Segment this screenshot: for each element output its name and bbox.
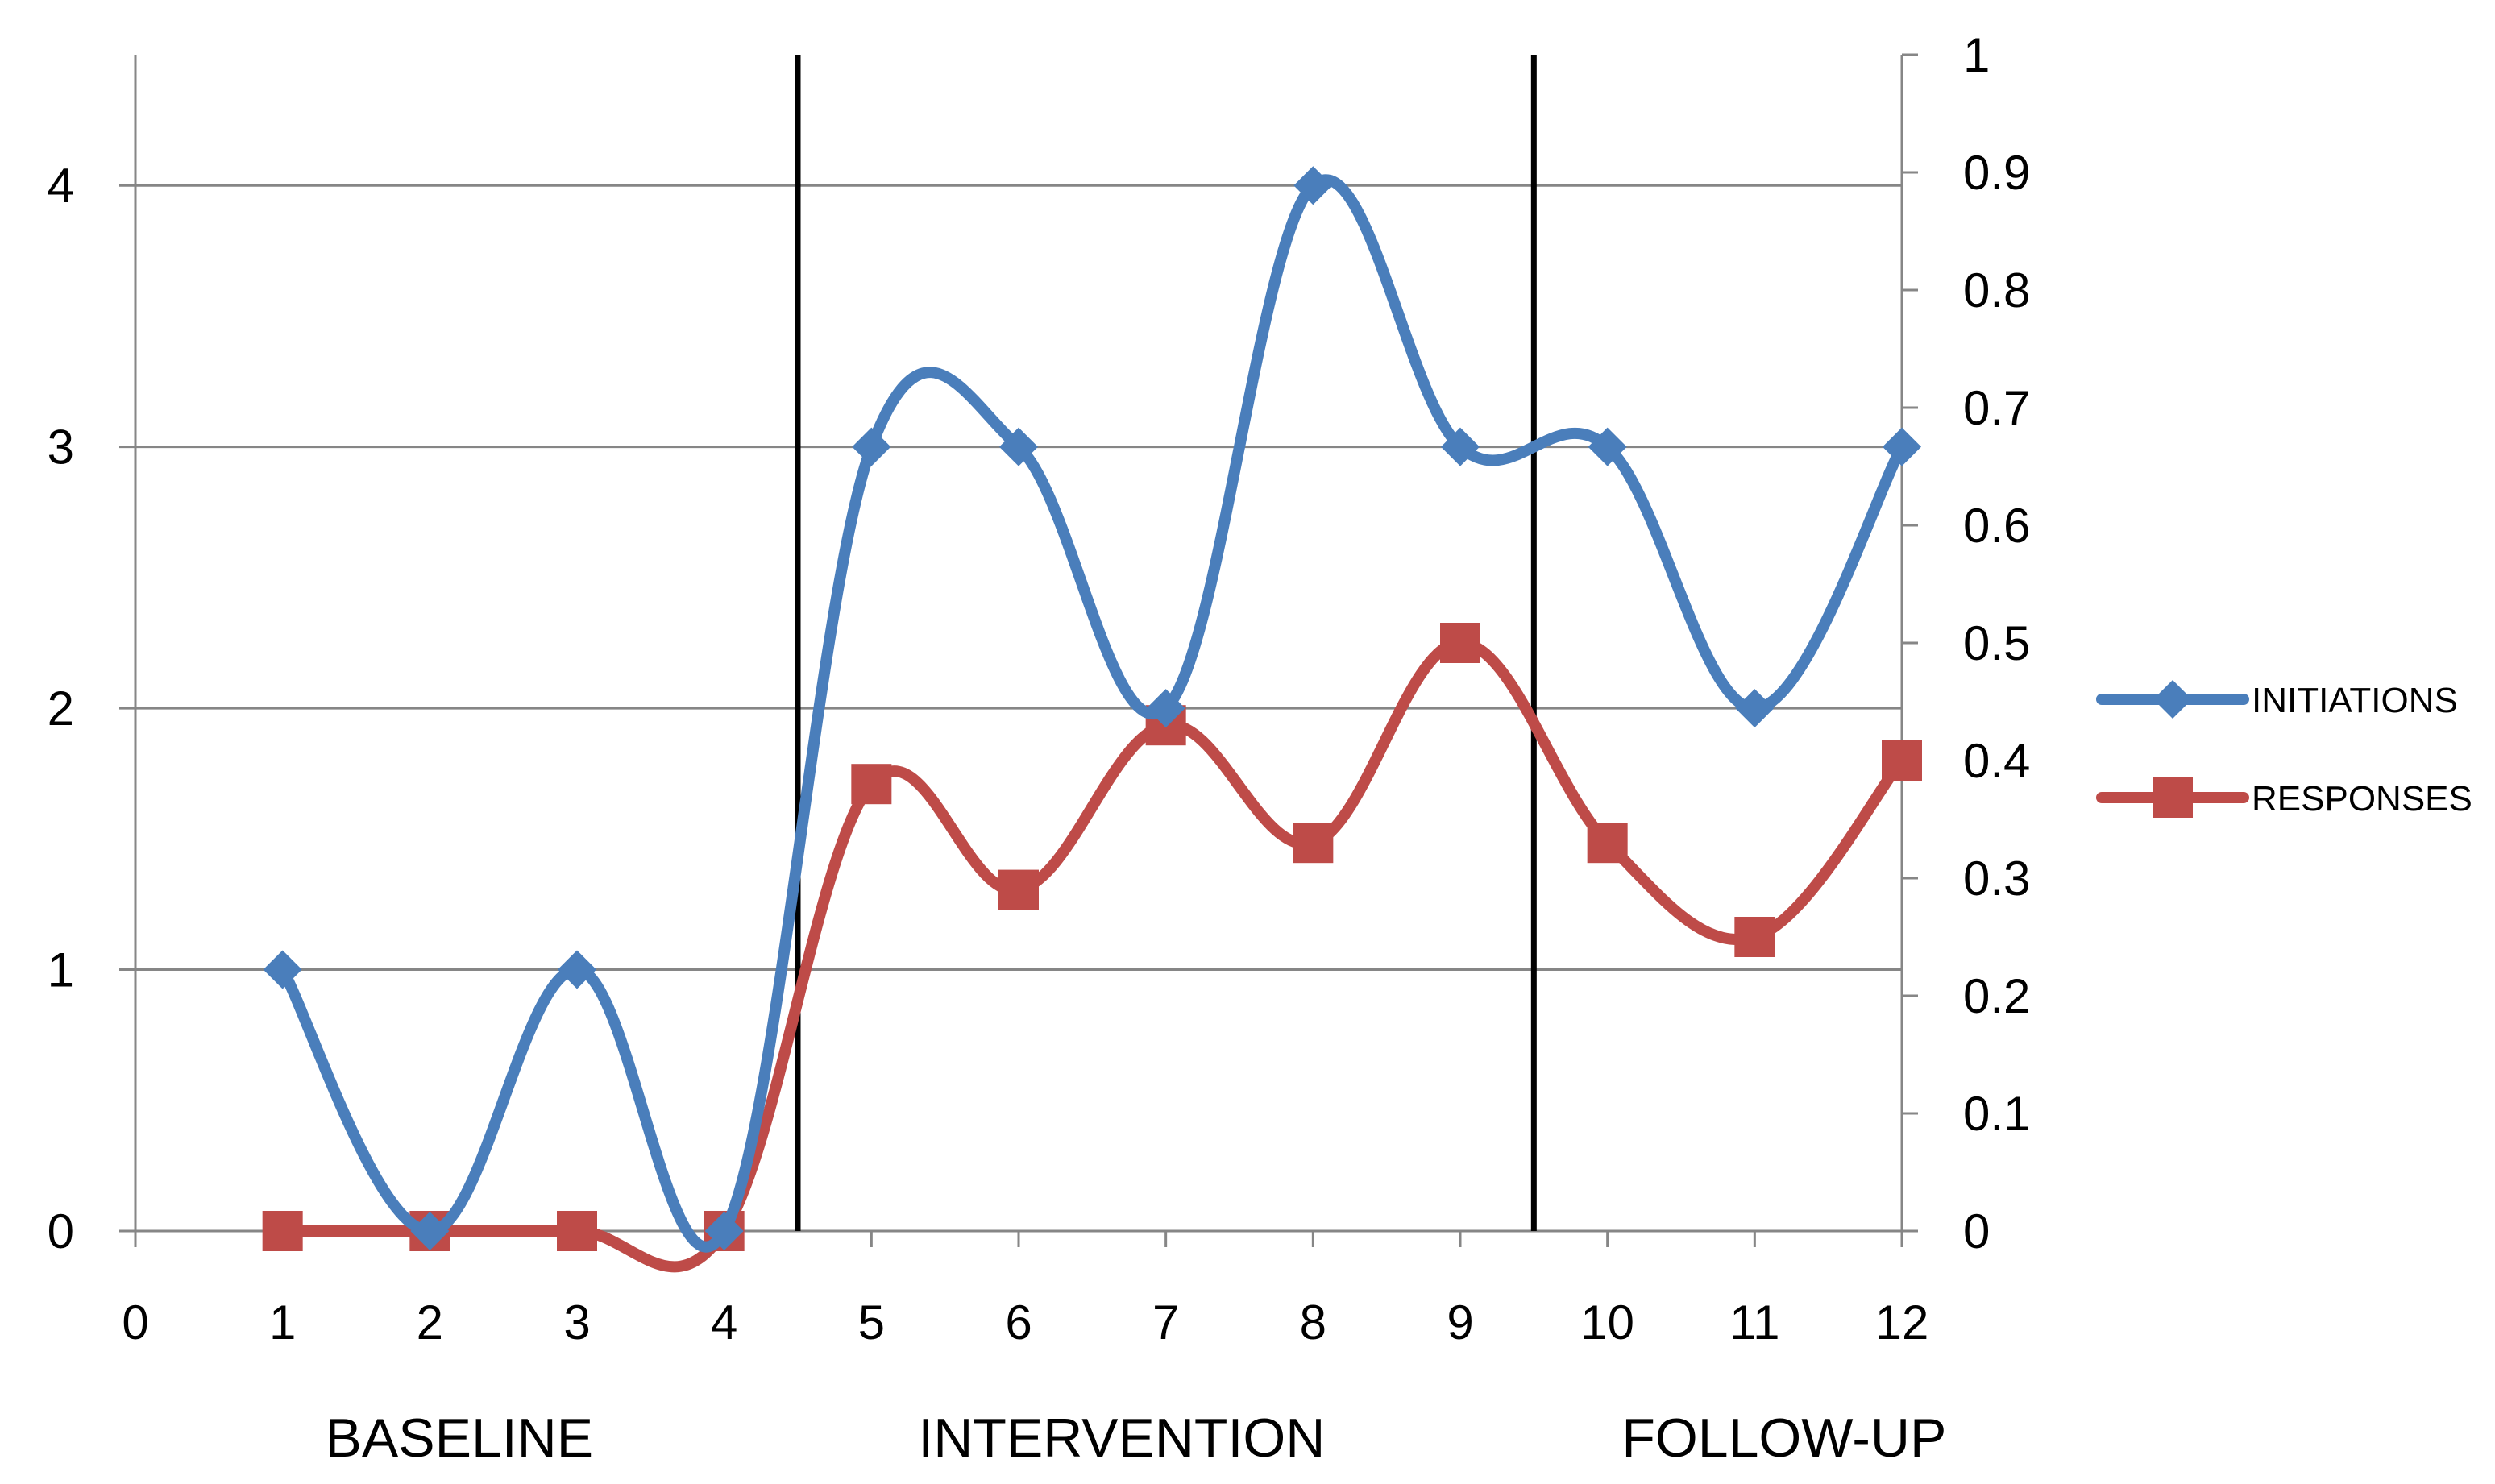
- data-point: [1293, 823, 1334, 864]
- data-point: [852, 427, 891, 466]
- data-point: [1587, 823, 1628, 864]
- legend: INITIATIONS RESPONSES: [2096, 680, 2472, 819]
- data-point: [851, 764, 892, 805]
- data-point: [1734, 917, 1775, 957]
- phase-label: INTERVENTION: [918, 1407, 1325, 1469]
- x-tick-label: 8: [1300, 1295, 1326, 1349]
- x-tick-label: 11: [1729, 1295, 1779, 1349]
- y-right-tick-label: 1: [1963, 28, 1990, 82]
- x-tick-label: 7: [1152, 1295, 1179, 1349]
- y-left-tick-label: 2: [48, 682, 74, 736]
- y-left-tick-label: 1: [48, 943, 74, 997]
- legend-marker: [2153, 680, 2192, 719]
- y-left-tick-label: 0: [48, 1204, 74, 1258]
- x-tick-label: 5: [858, 1295, 885, 1349]
- y-right-tick-label: 0.5: [1963, 616, 2030, 670]
- y-right-tick-label: 0.1: [1963, 1087, 2030, 1141]
- series-responses: [262, 623, 1922, 1273]
- phase-label: BASELINE: [326, 1407, 594, 1469]
- data-point: [410, 1212, 450, 1250]
- data-point: [263, 950, 302, 989]
- y-left-tick-label: 3: [48, 421, 74, 475]
- x-tick-label: 2: [417, 1295, 443, 1349]
- x-tick-label: 4: [711, 1295, 737, 1349]
- y-right-tick-label: 0.4: [1963, 734, 2030, 788]
- legend-label: RESPONSES: [2252, 779, 2472, 819]
- data-point: [1293, 166, 1333, 205]
- series: [262, 166, 1922, 1273]
- x-tick-label: 12: [1875, 1295, 1929, 1349]
- x-tick-label: 3: [563, 1295, 590, 1349]
- x-tick-label: 1: [269, 1295, 296, 1349]
- axes: [119, 53, 1918, 1247]
- data-point: [262, 1211, 303, 1251]
- series-line: [276, 637, 1908, 1273]
- phase-label: FOLLOW-UP: [1621, 1407, 1946, 1469]
- data-point: [1440, 623, 1480, 663]
- phase-lines: [795, 55, 1537, 1231]
- x-tick-label: 10: [1580, 1295, 1634, 1349]
- x-tick-label: 9: [1447, 1295, 1473, 1349]
- data-point: [998, 869, 1039, 910]
- data-point: [1883, 427, 1921, 466]
- legend-label: INITIATIONS: [2252, 681, 2458, 720]
- data-point: [1441, 427, 1480, 466]
- phase-labels: BASELINE INTERVENTION FOLLOW-UP: [326, 1407, 1947, 1469]
- series-initiations: [263, 166, 1921, 1253]
- data-point: [999, 427, 1038, 466]
- x-tick-label: 6: [1005, 1295, 1032, 1349]
- data-point: [1588, 427, 1627, 466]
- data-point: [1146, 689, 1185, 728]
- y-right-tick-label: 0.3: [1963, 852, 2030, 906]
- series-line: [276, 174, 1908, 1253]
- y-right-tick-label: 0.7: [1963, 381, 2030, 435]
- data-point: [1735, 689, 1775, 728]
- legend-marker: [2153, 777, 2193, 818]
- legend-item: INITIATIONS: [2096, 680, 2458, 720]
- y-left-tick-label: 4: [48, 159, 74, 213]
- data-point: [1882, 740, 1922, 781]
- y-right-tick-label: 0.2: [1963, 969, 2030, 1023]
- y-right-tick-label: 0.9: [1963, 146, 2030, 200]
- legend-item: RESPONSES: [2096, 777, 2472, 819]
- y-right-tick-label: 0.8: [1963, 263, 2030, 317]
- y-right-tick-label: 0: [1963, 1204, 1990, 1258]
- data-point: [557, 1211, 597, 1251]
- gridlines: [135, 184, 1902, 972]
- data-point: [704, 1212, 744, 1250]
- data-point: [558, 950, 596, 989]
- x-tick-label: 0: [122, 1295, 148, 1349]
- y-right-tick-label: 0.6: [1963, 499, 2030, 553]
